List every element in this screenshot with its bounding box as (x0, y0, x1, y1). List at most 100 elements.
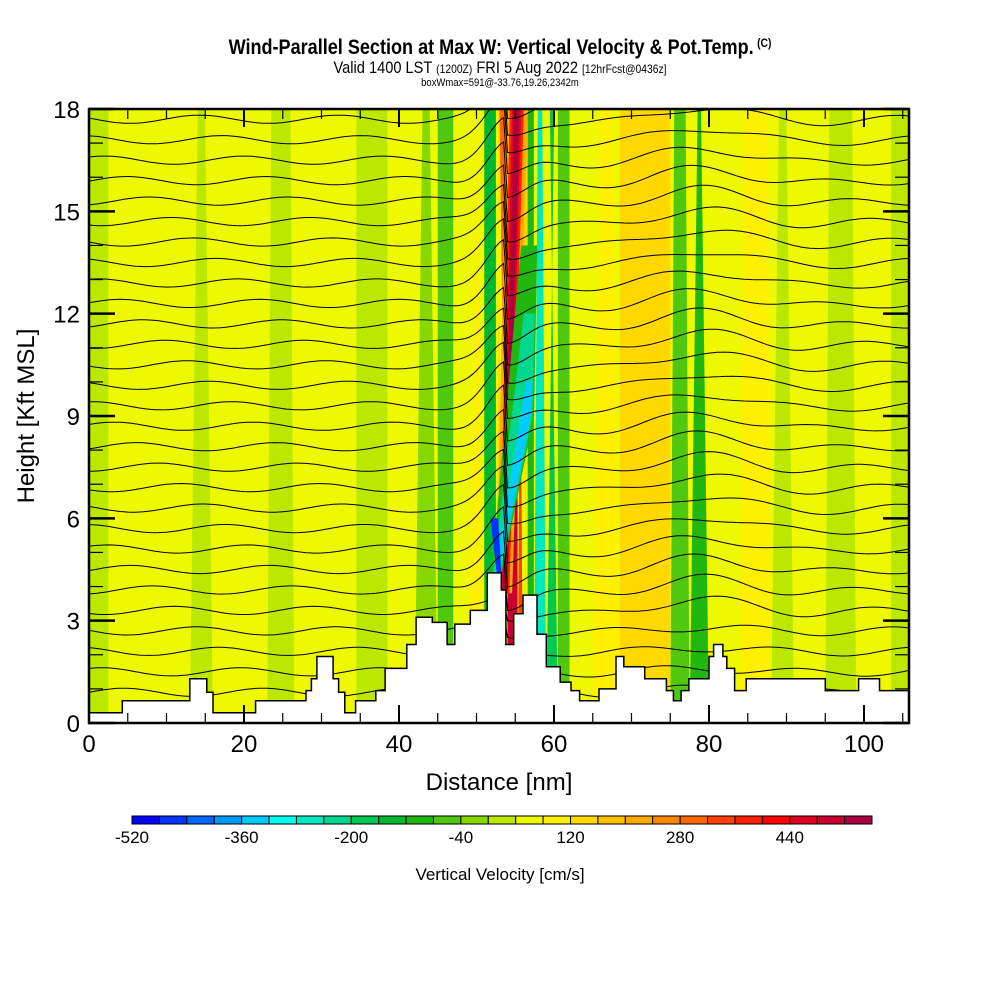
colorbar-swatch (816, 815, 846, 825)
w-column (689, 109, 709, 723)
theta-contour (89, 286, 909, 345)
colorbar-swatch (597, 815, 626, 825)
axis-ticks (88, 107, 909, 725)
theta-contour (89, 164, 909, 222)
w-column (619, 109, 671, 723)
theta-contour (89, 184, 909, 243)
colorbar-swatch (679, 815, 709, 825)
colorbar-swatch (515, 815, 544, 825)
colorbar-swatch (624, 815, 654, 825)
colorbar-swatch (542, 815, 572, 825)
y-tick-labels: 0 3 6 9 12 15 18 (53, 97, 80, 738)
theta-contour (89, 307, 909, 366)
theta-contour (89, 465, 909, 525)
w-column (468, 109, 485, 723)
y-tick-label: 18 (53, 97, 80, 124)
colorbar-swatch (844, 815, 873, 825)
box-info: boxWmax=591@-33.76,19.26,2342m (421, 77, 579, 89)
w-column (825, 109, 857, 723)
colorbar-swatch (570, 815, 599, 825)
colorbar-swatch (323, 815, 352, 825)
colorbar-swatch (487, 815, 517, 825)
colorbar-swatch (405, 815, 434, 825)
colorbar-swatch (734, 815, 763, 825)
colorbar-swatch (241, 815, 270, 825)
colorbar-tick-label: 440 (776, 828, 804, 847)
w-column (740, 109, 771, 723)
w-column (794, 109, 826, 723)
colorbar-swatch (213, 815, 243, 825)
w-column (189, 109, 213, 723)
theta-contour (89, 384, 909, 442)
theta-contour (89, 408, 909, 467)
w-column (294, 109, 357, 723)
x-tick-label: 100 (844, 731, 884, 758)
w-column (670, 109, 690, 723)
y-tick-label: 6 (67, 506, 80, 533)
theta-contour (89, 360, 909, 419)
colorbar-swatch (761, 815, 791, 825)
theta-contour (89, 324, 909, 384)
theta-contour (89, 341, 909, 401)
colorbar-swatch (295, 815, 325, 825)
downdraft-core (490, 313, 535, 594)
w-column (569, 109, 593, 723)
colorbar-tick-label: -360 (225, 828, 259, 847)
theta-contour (89, 116, 909, 175)
colorbar-tick-label: -520 (115, 828, 149, 847)
colorbar: -520 -360 -200 -40 120 280 440 (115, 815, 873, 847)
x-tick-label: 20 (231, 731, 258, 758)
w-column (557, 109, 570, 723)
colorbar-swatch (378, 815, 407, 825)
w-column (356, 109, 388, 723)
valid-utc: (1200Z) (436, 62, 473, 76)
colorbar-swatch (158, 815, 188, 825)
theta-contour (89, 530, 909, 588)
x-tick-label: 40 (386, 731, 413, 758)
theta-contour (89, 140, 909, 199)
theta-contour (89, 218, 909, 277)
w-column (213, 109, 268, 723)
colorbar-swatch (268, 815, 297, 825)
x-tick-label: 60 (541, 731, 568, 758)
chart-title: Wind-Parallel Section at Max W: Vertical… (70, 36, 930, 60)
colorbar-tick-label: 280 (666, 828, 694, 847)
w-column (533, 109, 547, 723)
theta-contour (89, 505, 909, 564)
title-text: Wind-Parallel Section at Max W: Vertical… (228, 36, 754, 59)
w-column (414, 109, 438, 723)
copyright-mark: (C) (757, 36, 772, 50)
colorbar-swatch (350, 815, 380, 825)
theta-contour (89, 200, 909, 260)
terrain-fill (89, 572, 909, 723)
theta-contour (89, 553, 909, 612)
theta-contour (89, 109, 909, 137)
colorbar-swatch (707, 815, 736, 825)
colorbar-swatch (789, 815, 818, 825)
colorbar-swatch (432, 815, 462, 825)
x-tick-label: 80 (696, 731, 723, 758)
theta-contour (89, 109, 909, 154)
theta-contour (89, 262, 909, 320)
theta-contour (89, 238, 909, 297)
w-column (387, 109, 415, 723)
x-tick-labels: 0 20 40 60 80 100 (82, 731, 884, 758)
colorbar-tick-label: -200 (334, 828, 368, 847)
colorbar-tick-label: 120 (556, 828, 584, 847)
y-tick-label: 9 (67, 404, 80, 431)
x-axis-title: Distance [nm] (426, 769, 573, 796)
valid-date: FRI 5 Aug 2022 (476, 58, 578, 77)
colorbar-title: Vertical Velocity [cm/s] (415, 865, 584, 884)
downdraft-core (490, 518, 502, 573)
colorbar-swatch (460, 815, 489, 825)
w-column (267, 109, 295, 723)
colorbar-swatch (186, 815, 215, 825)
w-column (108, 109, 190, 723)
valid-time: Valid 1400 LST (333, 58, 433, 77)
chart-subtitle: Valid 1400 LST (1200Z) FRI 5 Aug 2022 [1… (70, 58, 930, 78)
w-column (771, 109, 795, 723)
colorbar-tick-label: -40 (449, 828, 474, 847)
y-tick-label: 0 (67, 711, 80, 738)
colorbar-swatch (131, 815, 160, 825)
